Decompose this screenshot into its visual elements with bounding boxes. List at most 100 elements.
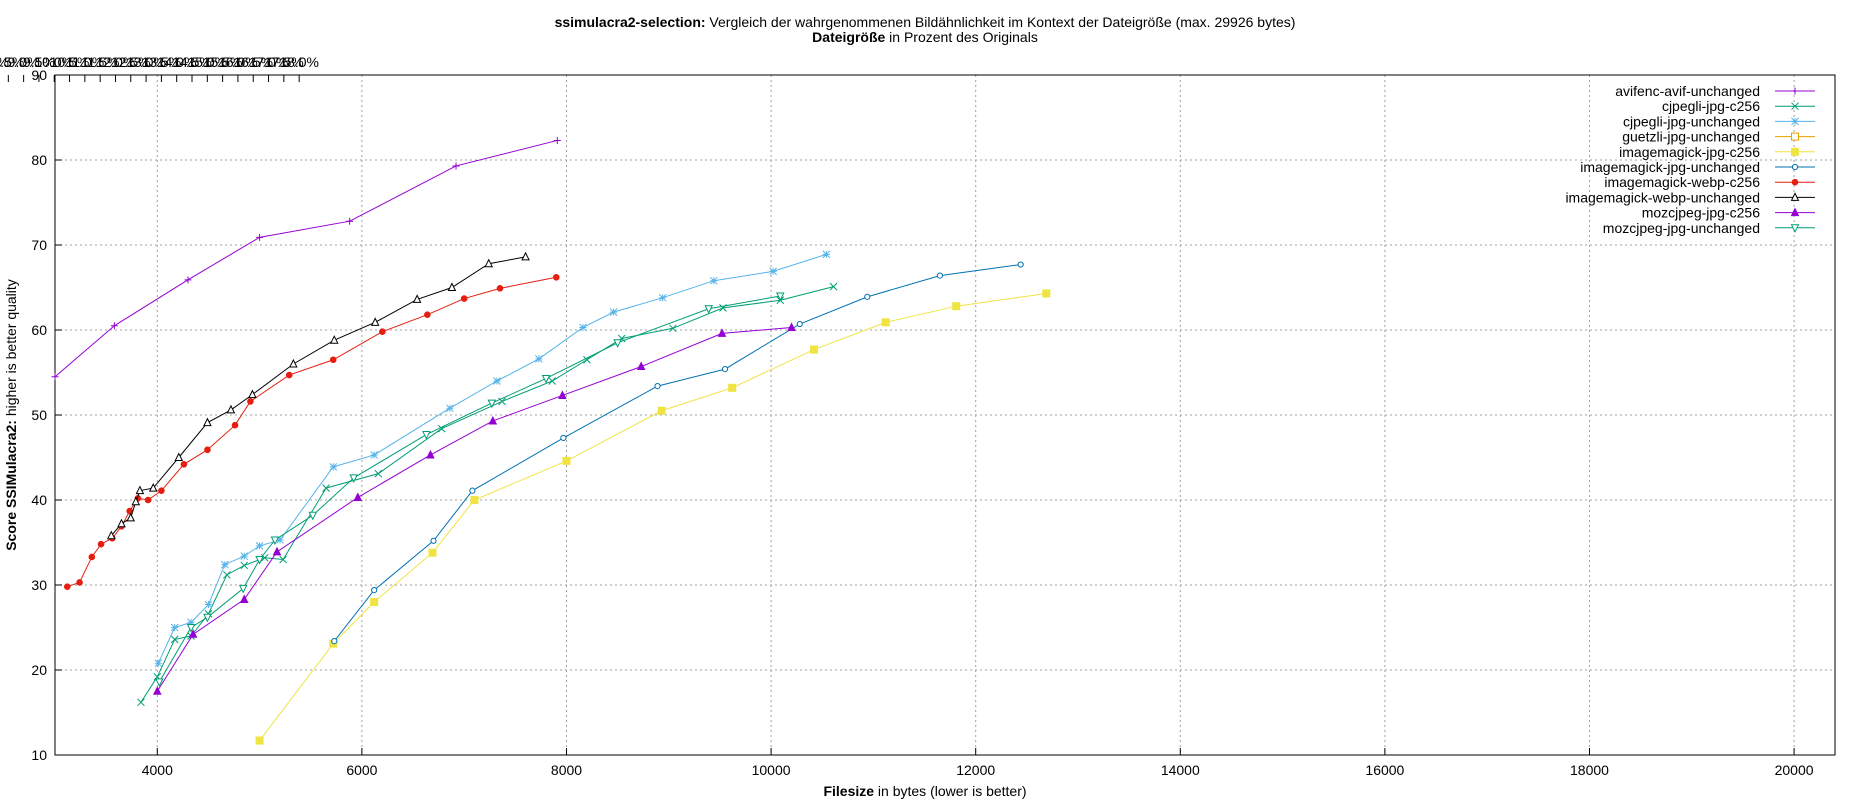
data-point bbox=[154, 659, 163, 668]
legend-item: avifenc-avif-unchanged bbox=[1615, 83, 1815, 99]
data-point bbox=[223, 570, 231, 579]
data-point bbox=[412, 294, 422, 303]
series-line bbox=[67, 276, 557, 588]
chart-title-bold: ssimulacra2-selection: bbox=[555, 14, 706, 30]
data-point bbox=[180, 461, 188, 468]
data-point bbox=[170, 623, 179, 632]
data-point bbox=[460, 295, 468, 302]
data-point bbox=[796, 320, 803, 328]
data-point bbox=[775, 292, 785, 302]
data-point bbox=[203, 613, 212, 623]
legend-label: guetzli-jpg-unchanged bbox=[1622, 129, 1760, 145]
data-point bbox=[548, 377, 557, 385]
data-point bbox=[174, 452, 184, 461]
y-tick-label: 50 bbox=[31, 407, 47, 423]
x-tick-label: 12000 bbox=[956, 762, 995, 778]
data-point bbox=[881, 318, 890, 327]
data-point bbox=[329, 335, 339, 344]
x2-tick-label: 13.5% bbox=[142, 54, 182, 70]
chart-title-rest: Vergleich der wahrgenommenen Bildähnlich… bbox=[706, 14, 1296, 30]
series-mozcjpeg-jpg-c256 bbox=[152, 322, 796, 695]
y-tick-label: 30 bbox=[31, 577, 47, 593]
data-point bbox=[560, 434, 567, 442]
data-point bbox=[329, 356, 337, 364]
series-avifenc-avif-unchanged bbox=[51, 136, 561, 381]
data-point bbox=[371, 587, 378, 594]
data-point bbox=[255, 542, 264, 550]
x2-tick-label: 8.0% bbox=[0, 54, 9, 70]
data-point bbox=[148, 482, 158, 492]
data-point bbox=[255, 556, 264, 565]
x2-axis-label-bold: Dateigröße bbox=[812, 29, 885, 45]
legend-label: mozcjpeg-jpg-c256 bbox=[1642, 205, 1760, 221]
data-point bbox=[636, 361, 646, 371]
x2-tick-label: 9.5% bbox=[23, 54, 55, 70]
series-imagemagick-webp-c256 bbox=[63, 274, 560, 591]
legend-label: mozcjpeg-jpg-unchanged bbox=[1603, 220, 1760, 236]
series-line bbox=[259, 292, 1047, 741]
x2-axis-label-rest: in Prozent des Originals bbox=[885, 29, 1038, 45]
legend-label: imagemagick-webp-c256 bbox=[1604, 174, 1760, 190]
x-tick-label: 14000 bbox=[1161, 762, 1200, 778]
legend-swatch-marker bbox=[1790, 192, 1800, 201]
data-point bbox=[552, 274, 560, 281]
data-point bbox=[135, 485, 145, 495]
x2-tick-label: 15.5% bbox=[203, 54, 243, 70]
legend-swatch-marker bbox=[1791, 102, 1799, 111]
data-point bbox=[810, 345, 819, 354]
data-point bbox=[669, 324, 677, 333]
x2-tick-label: 11.0% bbox=[66, 54, 105, 70]
data-point bbox=[493, 377, 501, 385]
x2-tick-label: 15.0% bbox=[187, 54, 227, 70]
data-point bbox=[470, 496, 479, 504]
data-point bbox=[155, 678, 164, 688]
data-point bbox=[709, 276, 718, 285]
data-point bbox=[654, 383, 661, 390]
legend-swatch-marker bbox=[1791, 147, 1799, 156]
data-point bbox=[97, 540, 105, 548]
data-point bbox=[484, 258, 494, 268]
data-point bbox=[329, 462, 338, 471]
data-point bbox=[289, 358, 298, 368]
data-point bbox=[769, 267, 777, 276]
data-point bbox=[452, 162, 460, 170]
data-point bbox=[721, 366, 729, 373]
data-point bbox=[137, 698, 145, 707]
data-point bbox=[704, 305, 713, 314]
data-point bbox=[936, 272, 943, 279]
legend-swatch-marker bbox=[1790, 207, 1800, 217]
data-point bbox=[88, 553, 96, 561]
data-point bbox=[158, 487, 165, 494]
data-point bbox=[488, 415, 498, 425]
data-point bbox=[613, 339, 622, 348]
data-point bbox=[657, 406, 666, 415]
x2-tick-label: 12.0% bbox=[96, 54, 136, 70]
legend-swatch-marker bbox=[1791, 178, 1799, 186]
series-mozcjpeg-jpg-unchanged bbox=[155, 292, 785, 688]
data-point bbox=[240, 561, 249, 570]
y-tick-label: 20 bbox=[31, 662, 47, 678]
plot-grid bbox=[55, 75, 1835, 755]
series-line bbox=[156, 326, 792, 692]
x-tick-label: 8000 bbox=[551, 762, 582, 778]
x2-axis-label: Dateigröße in Prozent des Originals bbox=[812, 29, 1038, 45]
legend-label: cjpegli-jpg-unchanged bbox=[1623, 113, 1760, 129]
data-point bbox=[152, 686, 162, 695]
data-point bbox=[276, 536, 284, 544]
x2-tick-label: 14.0% bbox=[157, 54, 197, 70]
x2-tick-marks: 3.0%3.5%4.0%4.5%5.0%5.5%6.0%6.5%7.0%7.5%… bbox=[0, 54, 319, 82]
data-point bbox=[238, 584, 248, 594]
legend-label: imagemagick-webp-unchanged bbox=[1565, 189, 1760, 205]
data-point bbox=[279, 555, 287, 564]
x2-tick-label: 18.0% bbox=[279, 54, 319, 70]
x2-tick-label: 17.5% bbox=[264, 54, 304, 70]
data-point bbox=[308, 511, 318, 521]
data-point bbox=[170, 635, 179, 644]
legend-swatch-marker bbox=[1790, 224, 1800, 233]
legend-swatch-marker bbox=[1791, 117, 1799, 126]
data-point bbox=[379, 328, 386, 336]
data-point bbox=[553, 136, 561, 144]
data-point bbox=[422, 431, 431, 440]
data-point bbox=[126, 512, 136, 522]
